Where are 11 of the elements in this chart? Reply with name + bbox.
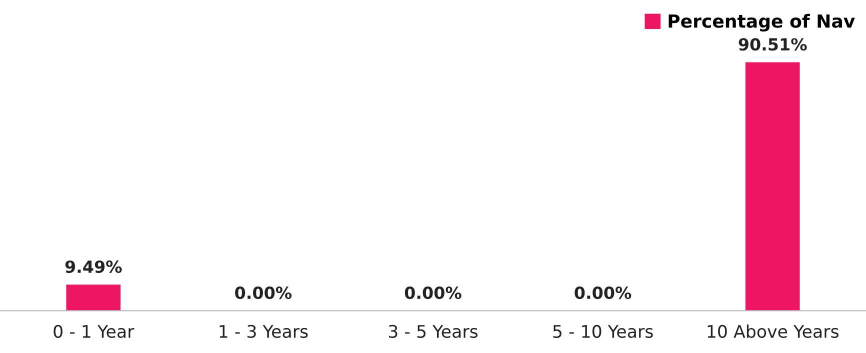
data-label: 90.51% xyxy=(738,38,807,51)
x-tick-label: 10 Above Years xyxy=(708,324,838,338)
x-tick-label: 0 - 1 Year xyxy=(54,324,134,338)
data-label: 0.00% xyxy=(574,286,632,300)
x-tick-label: 1 - 3 Years xyxy=(220,324,308,338)
data-label: 0.00% xyxy=(404,286,462,300)
x-tick-label: 5 - 10 Years xyxy=(553,324,653,338)
x-tick-label: 3 - 5 Years xyxy=(388,324,478,338)
legend-label: Percentage of Nav xyxy=(668,14,855,32)
data-label: 9.49% xyxy=(65,260,122,274)
data-label: 0.00% xyxy=(235,286,292,300)
